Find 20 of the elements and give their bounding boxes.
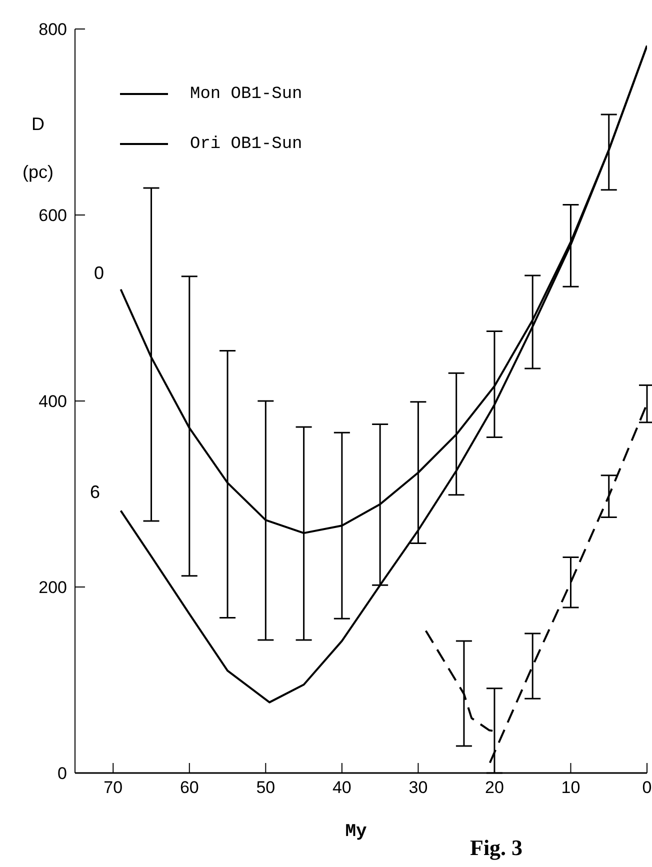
y-tick-label: 0: [58, 764, 67, 784]
y-tick-label: 200: [38, 578, 67, 598]
x-tick-label: 50: [256, 778, 276, 798]
annotation: 6: [90, 482, 100, 503]
x-tick-label: 70: [104, 778, 123, 798]
text: D (pc): [22, 114, 54, 182]
x-tick-label: 20: [485, 778, 504, 798]
x-tick-label: 60: [180, 778, 199, 798]
legend-label: Mon OB1-Sun: [190, 84, 302, 104]
legend-label: Ori OB1-Sun: [190, 134, 302, 154]
caption: Fig. 3: [470, 835, 523, 861]
x-axis-title: My: [345, 822, 367, 842]
x-tick-label: 0: [642, 778, 652, 798]
annotation: 0: [94, 263, 104, 284]
x-tick-label: 30: [408, 778, 428, 798]
y-tick-label: 600: [38, 206, 67, 226]
x-tick-label: 10: [561, 778, 580, 798]
y-tick-label: 800: [38, 20, 67, 40]
x-tick-label: 40: [332, 778, 352, 798]
y-tick-label: 400: [38, 392, 67, 412]
